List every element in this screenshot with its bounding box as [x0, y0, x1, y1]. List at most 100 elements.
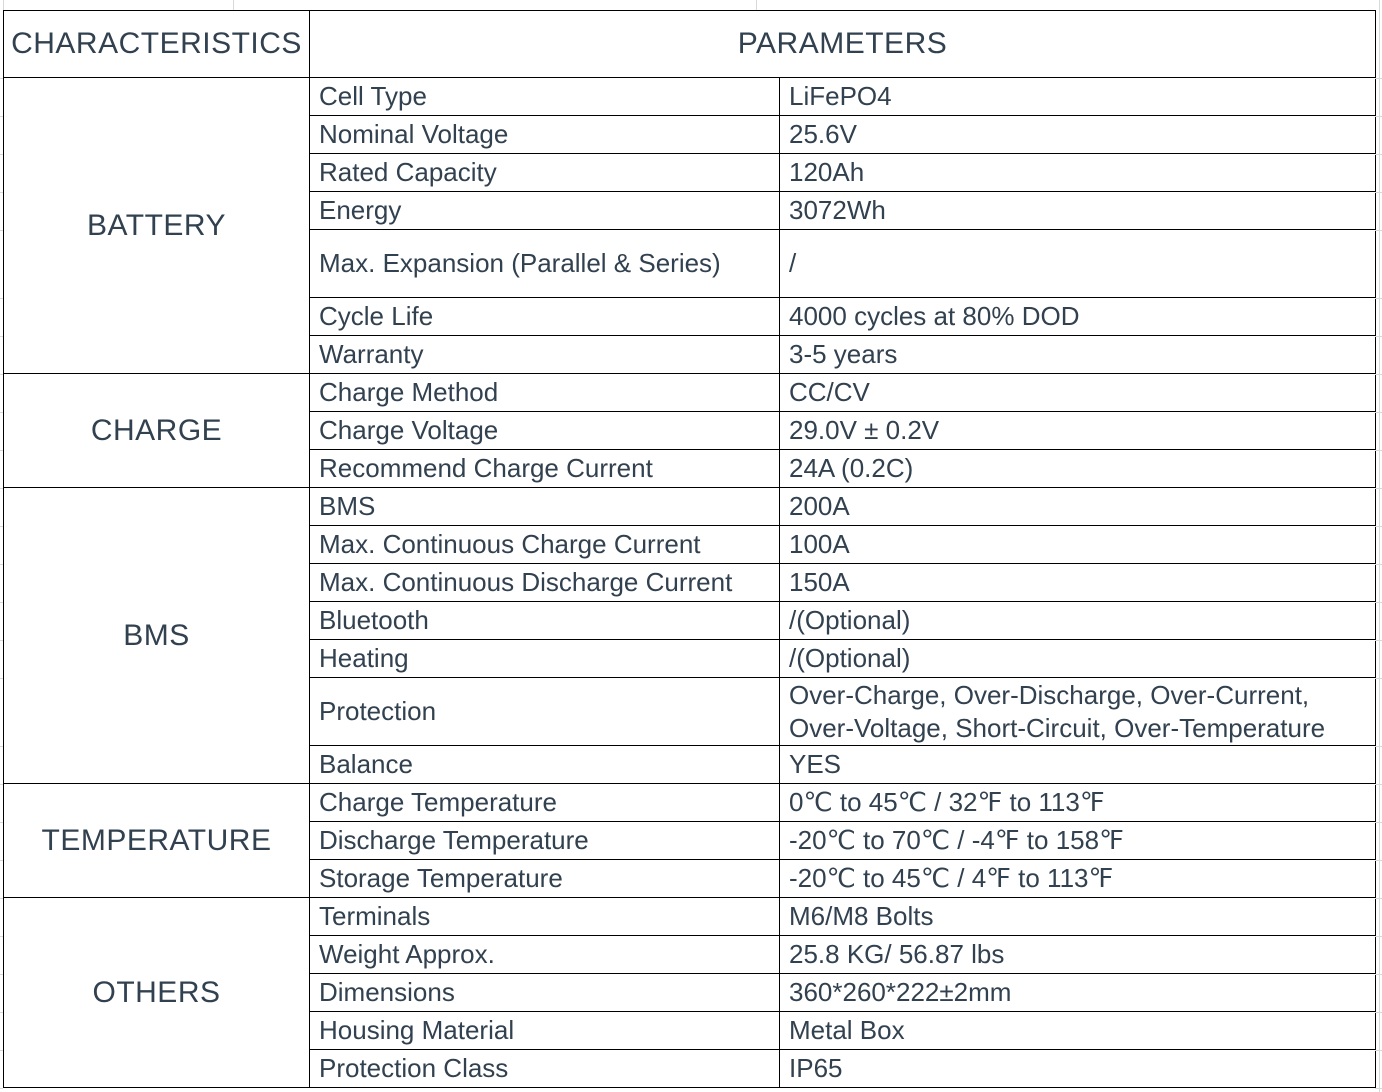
gridline-stub — [0, 640, 3, 641]
gridline-stub — [1375, 450, 1382, 451]
param-value: /(Optional) — [778, 601, 1377, 640]
gridline-stub — [1375, 298, 1382, 299]
section-label-others: OTHERS — [3, 897, 310, 1088]
gridline-stub — [0, 230, 3, 231]
param-value: 200A — [778, 487, 1377, 526]
param-value: CC/CV — [778, 373, 1377, 412]
table-row: TEMPERATURE Charge Temperature 0℃ to 45℃… — [3, 783, 1377, 898]
parameters-header: PARAMETERS — [308, 10, 1377, 78]
table-row: Nominal Voltage 25.6V — [4, 115, 1377, 154]
param-label: Housing Material — [309, 1011, 780, 1050]
param-label: Discharge Temperature — [309, 821, 780, 860]
param-label: Cycle Life — [309, 297, 780, 336]
gridline-stub — [0, 78, 3, 79]
gridline-stub — [1375, 936, 1382, 937]
table-row: Discharge Temperature -20℃ to 70℃ / -4℉ … — [4, 821, 1377, 860]
table-row: Cycle Life 4000 cycles at 80% DOD — [4, 297, 1377, 336]
gridline-stub — [0, 336, 3, 337]
gridline-stub — [1375, 1088, 1382, 1089]
table-row: Protection Over-Charge, Over-Discharge, … — [4, 677, 1377, 746]
param-value: -20℃ to 45℃ / 4℉ to 113℉ — [778, 859, 1377, 898]
param-value: 3072Wh — [778, 191, 1377, 230]
gridline-stub — [0, 564, 3, 565]
table-row: Protection Class IP65 — [4, 1049, 1377, 1088]
param-value: 4000 cycles at 80% DOD — [778, 297, 1377, 336]
gridline-stub — [1375, 230, 1382, 231]
param-label: Bluetooth — [309, 601, 780, 640]
gridline-stub — [1375, 822, 1382, 823]
gridline-stub — [0, 822, 3, 823]
table-row: OTHERS Terminals M6/M8 Bolts — [3, 897, 1377, 1088]
param-value: 24A (0.2C) — [778, 449, 1377, 488]
gridline-stub — [1375, 860, 1382, 861]
param-label: Rated Capacity — [309, 153, 780, 192]
gridline-stub — [0, 488, 3, 489]
table-row: Heating /(Optional) — [4, 639, 1377, 678]
param-value: 29.0V ± 0.2V — [778, 411, 1377, 450]
gridline-stub — [1375, 412, 1382, 413]
param-value: 120Ah — [778, 153, 1377, 192]
table-row: Max. Continuous Charge Current 100A — [4, 525, 1377, 564]
gridline-stub — [0, 1088, 3, 1089]
gridline-stub — [0, 192, 3, 193]
table-row: Bluetooth /(Optional) — [4, 601, 1377, 640]
gridline-stub — [1375, 336, 1382, 337]
gridline-stub — [0, 526, 3, 527]
param-value: 25.8 KG/ 56.87 lbs — [778, 935, 1377, 974]
param-value: 25.6V — [778, 115, 1377, 154]
param-label: Storage Temperature — [309, 859, 780, 898]
param-value: 150A — [778, 563, 1377, 602]
section-label-charge: CHARGE — [3, 373, 310, 488]
gridline-stub — [233, 0, 234, 10]
table-row: Balance YES — [4, 745, 1377, 784]
gridline-stub — [1375, 154, 1382, 155]
gridline-stub — [0, 412, 3, 413]
param-label: Terminals — [309, 897, 780, 936]
param-value: 100A — [778, 525, 1377, 564]
table-row: Storage Temperature -20℃ to 45℃ / 4℉ to … — [4, 859, 1377, 898]
table-header-row: CHARACTERISTICS PARAMETERS — [3, 10, 1377, 78]
param-label: Warranty — [309, 335, 780, 374]
param-label: Cell Type — [309, 77, 780, 116]
param-label: Balance — [309, 745, 780, 784]
gridline-stub — [0, 784, 3, 785]
param-value: /(Optional) — [778, 639, 1377, 678]
gridline-stub — [0, 298, 3, 299]
gridline-stub — [3, 0, 4, 10]
gridline-stub — [1375, 602, 1382, 603]
gridline-stub — [0, 116, 3, 117]
gridline-stub — [1375, 1012, 1382, 1013]
gridline-stub — [1375, 78, 1382, 79]
param-label: Protection — [309, 677, 780, 746]
param-label: Heating — [309, 639, 780, 678]
param-value: LiFePO4 — [778, 77, 1377, 116]
param-value: Over-Charge, Over-Discharge, Over-Curren… — [778, 677, 1377, 746]
gridline-stub — [0, 374, 3, 375]
param-label: Energy — [309, 191, 780, 230]
param-value: 360*260*222±2mm — [778, 973, 1377, 1012]
table-row: Charge Voltage 29.0V ± 0.2V — [4, 411, 1377, 450]
table-row: BMS BMS 200A — [3, 487, 1377, 784]
gridline-stub — [0, 1012, 3, 1013]
gridline-right-edge — [1379, 0, 1380, 1092]
gridline-stub — [1375, 678, 1382, 679]
param-label: Charge Voltage — [309, 411, 780, 450]
param-label: Dimensions — [309, 973, 780, 1012]
table-row: Dimensions 360*260*222±2mm — [4, 973, 1377, 1012]
gridline-stub — [756, 0, 757, 10]
characteristics-header: CHARACTERISTICS — [3, 10, 310, 78]
table-row: Warranty 3-5 years — [4, 335, 1377, 374]
gridline-stub — [1375, 374, 1382, 375]
param-label: Max. Continuous Discharge Current — [309, 563, 780, 602]
param-value: -20℃ to 70℃ / -4℉ to 158℉ — [778, 821, 1377, 860]
table-row: Max. Continuous Discharge Current 150A — [4, 563, 1377, 602]
gridline-stub — [0, 860, 3, 861]
gridline-stub — [0, 746, 3, 747]
section-label-battery: BATTERY — [3, 77, 310, 374]
table-row: Recommend Charge Current 24A (0.2C) — [4, 449, 1377, 488]
table-row: CHARGE Charge Method CC/CV — [3, 373, 1377, 488]
param-value: 0℃ to 45℃ / 32℉ to 113℉ — [778, 783, 1377, 822]
param-value: / — [778, 229, 1377, 298]
param-label: Weight Approx. — [309, 935, 780, 974]
gridline-stub — [1375, 784, 1382, 785]
